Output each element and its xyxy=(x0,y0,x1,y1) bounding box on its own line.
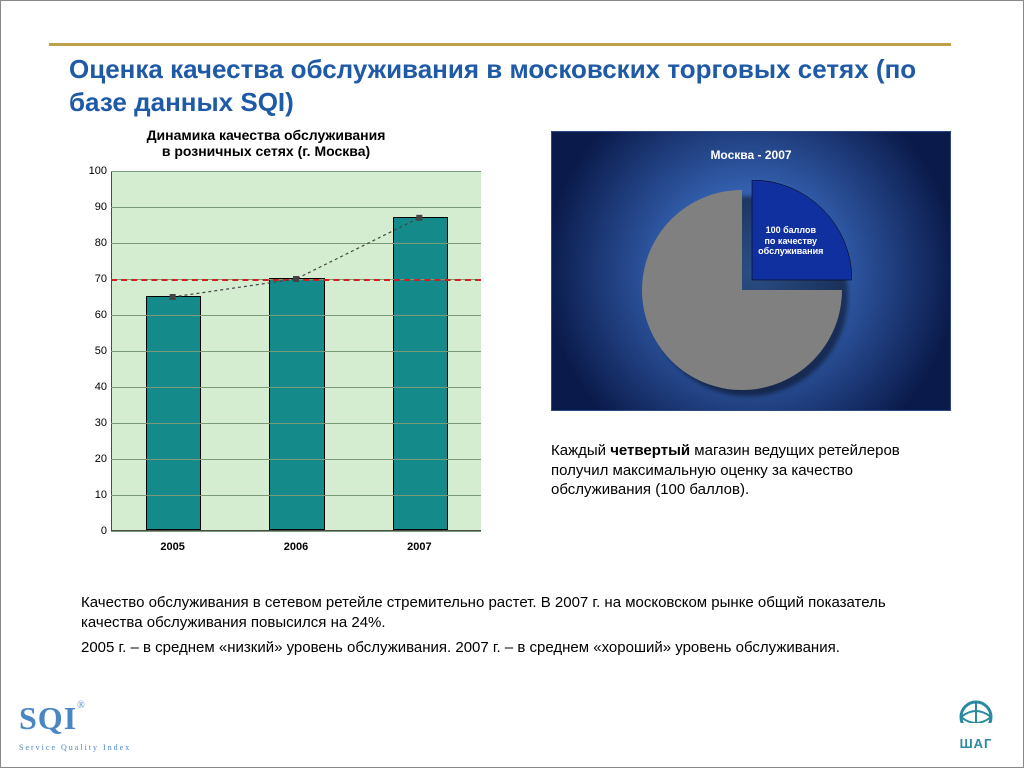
ytick-label: 80 xyxy=(81,237,107,249)
xtick-label: 2005 xyxy=(160,541,184,553)
bottom-note: Качество обслуживания в сетевом ретейле … xyxy=(81,593,951,662)
right-note-pre: Каждый xyxy=(551,442,610,459)
pie-wrap: 100 баллов по качеству обслуживания xyxy=(642,190,842,390)
grid-line xyxy=(111,423,481,424)
grid-line xyxy=(111,315,481,316)
grid-line xyxy=(111,207,481,208)
ytick-label: 10 xyxy=(81,489,107,501)
shag-logo: ШАГ xyxy=(945,699,1007,755)
grid-line xyxy=(111,531,481,532)
ytick-label: 70 xyxy=(81,273,107,285)
ytick-label: 0 xyxy=(81,525,107,537)
bottom-note-p2: 2005 г. – в среднем «низкий» уровень обс… xyxy=(81,638,951,658)
xtick-label: 2007 xyxy=(407,541,431,553)
ytick-label: 40 xyxy=(81,381,107,393)
bar-chart: 0102030405060708090100200520062007 xyxy=(81,171,481,561)
grid-line xyxy=(111,495,481,496)
reference-line xyxy=(111,279,481,281)
ytick-label: 50 xyxy=(81,345,107,357)
sqi-logo-reg: ® xyxy=(77,700,85,711)
grid-line xyxy=(111,171,481,172)
grid-line xyxy=(111,351,481,352)
grid-line xyxy=(111,387,481,388)
globe-icon xyxy=(953,699,999,735)
right-note: Каждый четвертый магазин ведущих ретейле… xyxy=(551,441,951,500)
title-accent xyxy=(49,43,951,46)
bar-chart-title-line1: Динамика качества обслуживания xyxy=(147,127,386,143)
ytick-label: 100 xyxy=(81,165,107,177)
bar-chart-title-line2: в розничных сетях (г. Москва) xyxy=(162,143,370,159)
ytick-label: 30 xyxy=(81,417,107,429)
bar-chart-title: Динамика качества обслуживания в розничн… xyxy=(81,127,451,159)
grid-line xyxy=(111,459,481,460)
ytick-label: 60 xyxy=(81,309,107,321)
pie-slice xyxy=(652,180,852,380)
bottom-note-p1: Качество обслуживания в сетевом ретейле … xyxy=(81,593,951,634)
ytick-label: 90 xyxy=(81,201,107,213)
right-note-bold: четвертый xyxy=(610,442,690,459)
sqi-logo-text: SQI xyxy=(19,700,77,736)
page-title: Оценка качества обслуживания в московски… xyxy=(69,53,939,118)
bar xyxy=(393,217,449,530)
sqi-logo-sub: Service Quality Index xyxy=(19,743,131,752)
sqi-logo: SQI® Service Quality Index xyxy=(19,700,131,755)
pie-panel: Москва - 2007 100 баллов по качеству обс… xyxy=(551,131,951,411)
ytick-label: 20 xyxy=(81,453,107,465)
grid-line xyxy=(111,243,481,244)
pie-title: Москва - 2007 xyxy=(552,148,950,162)
shag-logo-text: ШАГ xyxy=(960,736,993,751)
xtick-label: 2006 xyxy=(284,541,308,553)
